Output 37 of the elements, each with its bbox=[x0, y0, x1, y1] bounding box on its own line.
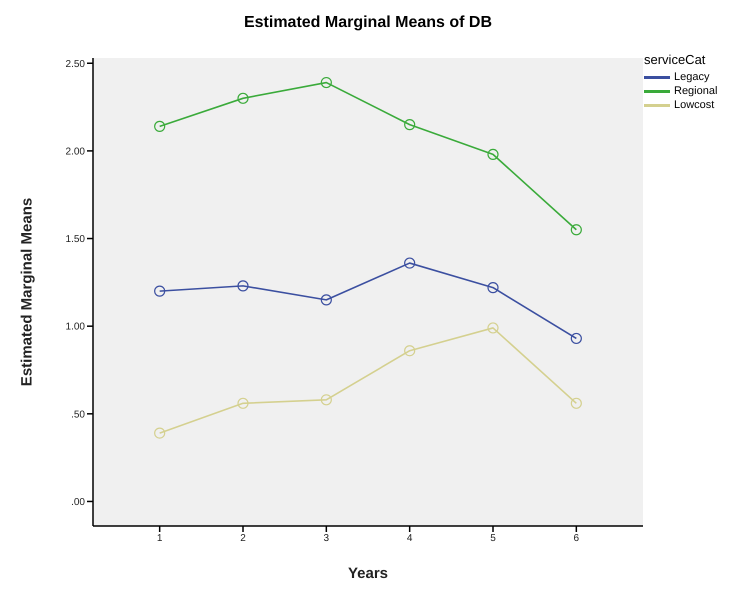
point bbox=[320, 76, 332, 88]
point bbox=[570, 224, 582, 236]
x-tick-label: 1 bbox=[156, 533, 163, 544]
y-axis-title: Estimated Marginal Means bbox=[18, 198, 36, 386]
point bbox=[237, 398, 249, 409]
legend-label: Lowcost bbox=[674, 99, 714, 111]
point bbox=[404, 257, 416, 269]
point bbox=[487, 322, 499, 334]
x-tick-label: 5 bbox=[490, 533, 496, 544]
point bbox=[154, 120, 166, 132]
point bbox=[320, 394, 332, 406]
y-tick-label: 2.00 bbox=[66, 146, 86, 158]
y-tick-label: 1.00 bbox=[66, 322, 86, 333]
y-tick-label: 1.50 bbox=[66, 234, 86, 246]
x-tick-label: 6 bbox=[574, 533, 580, 544]
x-tick-label: 3 bbox=[324, 533, 330, 544]
point bbox=[487, 282, 499, 294]
point bbox=[237, 280, 249, 292]
point bbox=[570, 398, 582, 409]
chart-title: Estimated Marginal Means of DB bbox=[242, 14, 494, 32]
x-axis-title: Years bbox=[348, 565, 388, 582]
legend-label: Legacy bbox=[674, 71, 710, 83]
point bbox=[154, 286, 166, 297]
y-tick-label: .00 bbox=[71, 497, 86, 508]
point bbox=[404, 119, 416, 130]
point bbox=[154, 428, 166, 439]
legend-title: serviceCat bbox=[644, 52, 706, 67]
y-tick-label: .50 bbox=[71, 409, 86, 420]
point bbox=[404, 345, 416, 356]
y-tick-label: 2.50 bbox=[66, 58, 86, 70]
legend-label: Regional bbox=[674, 85, 718, 97]
point bbox=[320, 294, 332, 306]
x-tick-label: 4 bbox=[406, 533, 413, 544]
point bbox=[487, 148, 499, 160]
x-tick-label: 2 bbox=[240, 533, 246, 544]
point bbox=[237, 92, 249, 104]
point bbox=[570, 332, 582, 344]
